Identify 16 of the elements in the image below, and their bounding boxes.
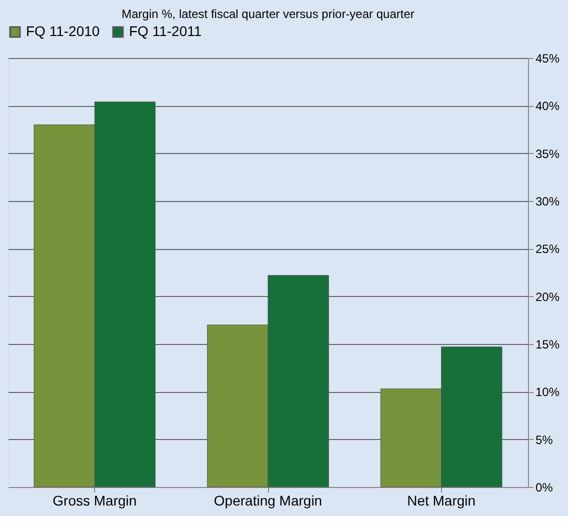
legend-label: FQ 11-2011	[129, 23, 202, 39]
y-tick-label: 0%	[536, 480, 554, 494]
y-tick-label: 15%	[536, 338, 560, 352]
chart-subtitle: Margin %, latest fiscal quarter versus prior-year quarter	[122, 7, 414, 21]
y-tick-label: 40%	[536, 99, 560, 114]
y-tick-label: 5%	[536, 432, 554, 447]
x-tick-label: Net Margin	[407, 492, 476, 508]
y-tick-label: 35%	[536, 146, 560, 161]
y-tick-label: 10%	[536, 385, 560, 400]
legend-label: FQ 11-2010	[26, 23, 100, 39]
x-tick-label: Operating Margin	[214, 492, 322, 508]
y-tick-label: 25%	[536, 242, 560, 256]
y-tick-label: 30%	[536, 194, 560, 208]
y-tick-label: 20%	[536, 290, 560, 304]
y-tick-label: 45%	[536, 52, 560, 66]
x-tick-label: Gross Margin	[52, 492, 137, 508]
